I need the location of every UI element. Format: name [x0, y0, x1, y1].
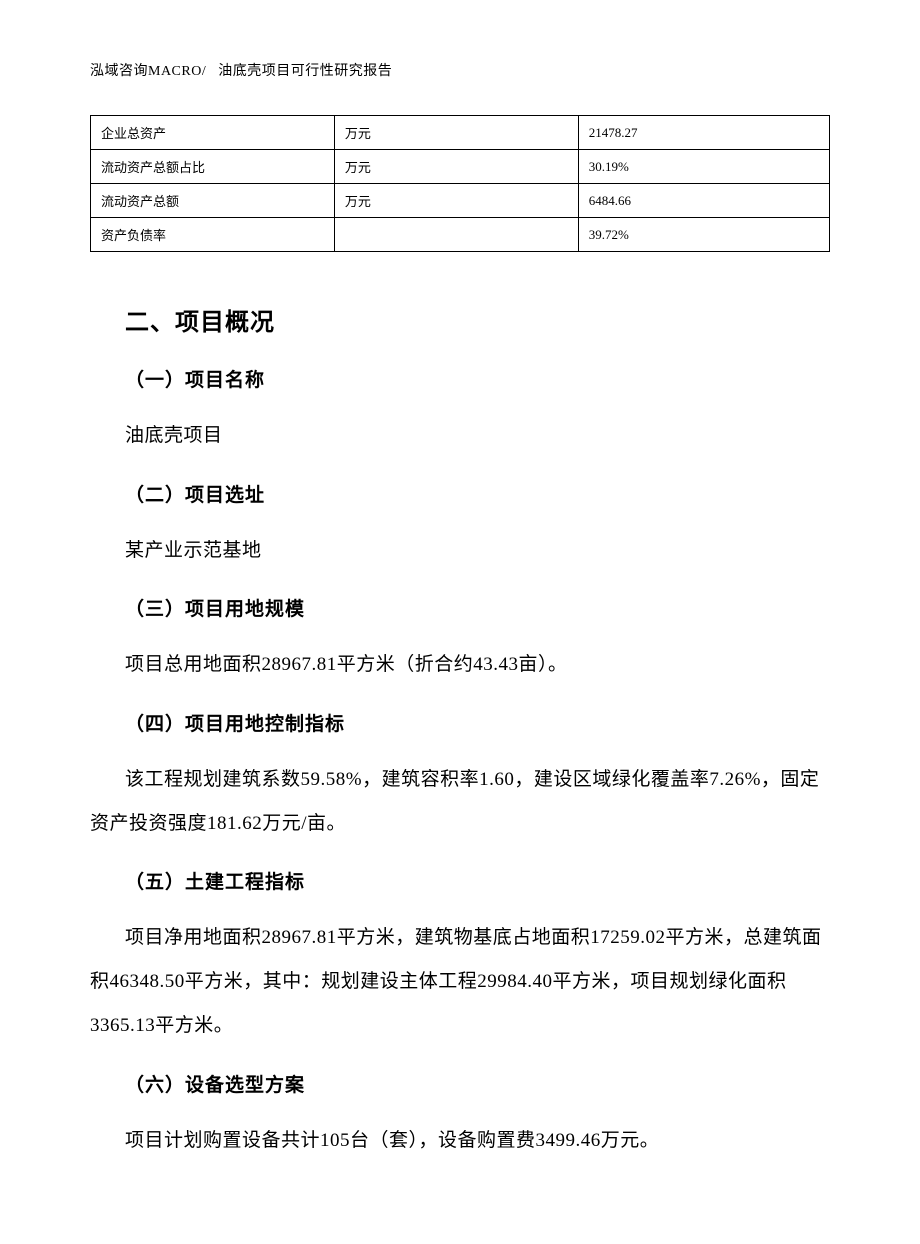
page-header: 泓域咨询MACRO/ 油底壳项目可行性研究报告 [90, 60, 830, 80]
subsection-title: （五）土建工程指标 [125, 867, 830, 894]
table-cell-value: 21478.27 [578, 116, 829, 150]
header-company: 泓域咨询MACRO/ [90, 64, 206, 79]
document-content: 二、项目概况 （一）项目名称 油底壳项目 （二）项目选址 某产业示范基地 （三）… [90, 302, 830, 1162]
table-row: 流动资产总额占比 万元 30.19% [91, 150, 830, 184]
table-cell-unit: 万元 [334, 116, 578, 150]
table-cell-value: 6484.66 [578, 184, 829, 218]
document-page: 泓域咨询MACRO/ 油底壳项目可行性研究报告 企业总资产 万元 21478.2… [0, 0, 920, 1244]
subsection-title: （四）项目用地控制指标 [125, 709, 830, 736]
table-cell-unit [334, 218, 578, 252]
body-paragraph: 某产业示范基地 [125, 529, 830, 573]
body-paragraph: 项目总用地面积28967.81平方米（折合约43.43亩）。 [125, 643, 830, 687]
subsection-title: （三）项目用地规模 [125, 594, 830, 621]
body-paragraph: 该工程规划建筑系数59.58%，建筑容积率1.60，建设区域绿化覆盖率7.26%… [90, 758, 830, 845]
table-cell-unit: 万元 [334, 150, 578, 184]
subsection-title: （六）设备选型方案 [125, 1070, 830, 1097]
body-paragraph: 项目净用地面积28967.81平方米，建筑物基底占地面积17259.02平方米，… [90, 916, 830, 1047]
table-cell-label: 流动资产总额占比 [91, 150, 335, 184]
body-paragraph: 项目计划购置设备共计105台（套），设备购置费3499.46万元。 [125, 1119, 830, 1163]
table-cell-label: 资产负债率 [91, 218, 335, 252]
main-section-title: 二、项目概况 [125, 302, 830, 337]
financial-table: 企业总资产 万元 21478.27 流动资产总额占比 万元 30.19% 流动资… [90, 115, 830, 252]
body-paragraph: 油底壳项目 [125, 414, 830, 458]
header-title: 油底壳项目可行性研究报告 [218, 64, 392, 79]
table-row: 企业总资产 万元 21478.27 [91, 116, 830, 150]
table-cell-label: 流动资产总额 [91, 184, 335, 218]
table-row: 资产负债率 39.72% [91, 218, 830, 252]
table-cell-value: 30.19% [578, 150, 829, 184]
table-cell-unit: 万元 [334, 184, 578, 218]
table-cell-value: 39.72% [578, 218, 829, 252]
subsection-title: （一）项目名称 [125, 365, 830, 392]
subsection-title: （二）项目选址 [125, 480, 830, 507]
table-cell-label: 企业总资产 [91, 116, 335, 150]
table-row: 流动资产总额 万元 6484.66 [91, 184, 830, 218]
